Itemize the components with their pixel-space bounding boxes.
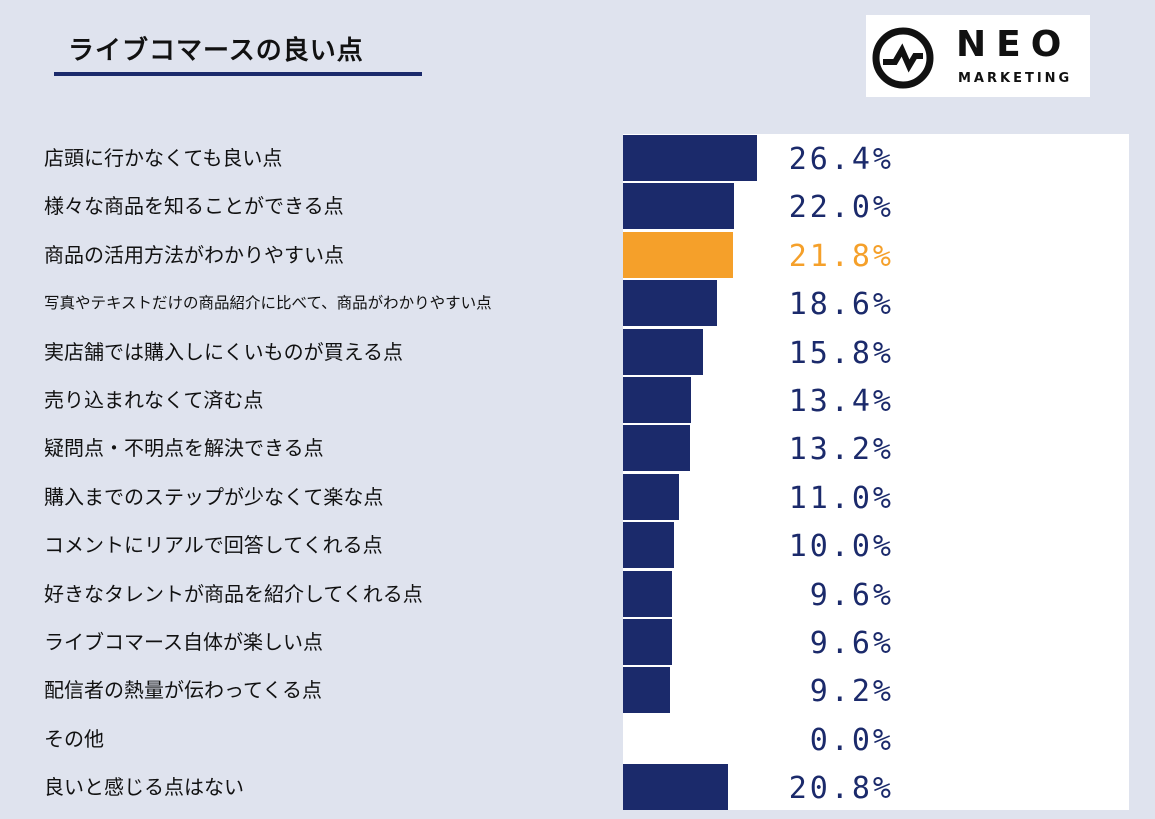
neo-zigzag-circle-icon — [872, 27, 934, 89]
value-label: 15.8% — [788, 335, 894, 371]
bar — [623, 328, 703, 375]
bar — [623, 231, 734, 278]
bar — [623, 619, 672, 665]
value-label: 9.6% — [809, 577, 894, 613]
bar — [623, 667, 670, 714]
bar — [623, 522, 674, 569]
category-label: 購入までのステップが少なくて楽な点 — [44, 484, 384, 509]
logo-sub: MARKETING — [958, 71, 1073, 86]
value-label: 20.8% — [788, 771, 894, 807]
value-label: 0.0% — [809, 722, 894, 758]
value-label: 13.4% — [788, 384, 894, 419]
value-label: 11.0% — [788, 480, 894, 516]
title-underline — [54, 72, 422, 76]
value-label: 26.4% — [788, 142, 894, 177]
category-label: 売り込まれなくて済む点 — [44, 388, 264, 412]
category-label: 好きなタレントが商品を紹介してくれる点 — [44, 581, 423, 606]
value-label: 22.0% — [788, 190, 894, 226]
bar — [623, 183, 735, 230]
category-label: 実店舗では購入しにくいものが買える点 — [44, 339, 403, 364]
category-label: 様々な商品を知ることができる点 — [44, 194, 344, 219]
logo-name: NEO — [956, 24, 1072, 65]
bar — [623, 425, 690, 472]
chart-title: ライブコマースの良い点 — [68, 36, 364, 66]
bar — [623, 764, 729, 811]
value-label: 13.2% — [788, 432, 894, 468]
category-label: 写真やテキストだけの商品紹介に比べて、商品がわかりやすい点 — [44, 294, 492, 313]
category-label: 配信者の熱量が伝わってくる点 — [44, 678, 322, 703]
value-label: 10.0% — [788, 529, 894, 565]
category-label: 店頭に行かなくても良い点 — [44, 146, 283, 170]
category-label: コメントにリアルで回答してくれる点 — [44, 533, 383, 558]
category-label: 疑問点・不明点を解決できる点 — [44, 436, 324, 461]
category-label: 良いと感じる点はない — [44, 775, 244, 800]
category-label: 商品の活用方法がわかりやすい点 — [44, 242, 344, 267]
value-label: 21.8% — [788, 238, 894, 274]
category-label: その他 — [44, 726, 104, 751]
bar — [623, 473, 679, 520]
value-label: 18.6% — [788, 287, 894, 323]
category-label: ライブコマース自体が楽しい点 — [44, 630, 323, 654]
bar — [623, 570, 672, 617]
value-label: 9.6% — [809, 626, 894, 661]
neo-marketing-logo: NEO MARKETING — [866, 15, 1090, 97]
bar — [623, 135, 757, 181]
value-label: 9.2% — [809, 674, 894, 710]
bar — [623, 280, 718, 327]
bar — [623, 377, 691, 423]
